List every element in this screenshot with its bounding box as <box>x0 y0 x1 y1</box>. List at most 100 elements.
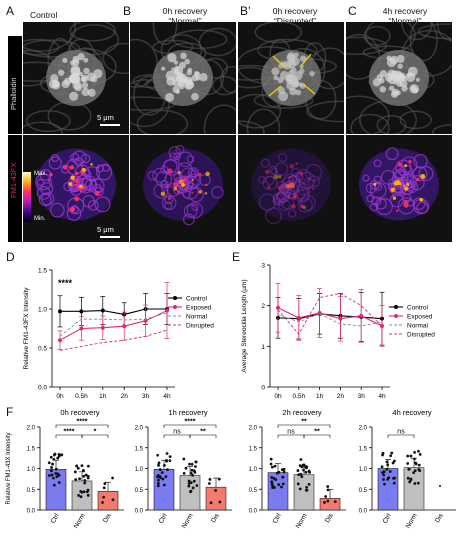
fm-puncta <box>75 196 79 200</box>
fm-puncta <box>76 185 80 189</box>
micrograph-fm-0 <box>23 135 129 242</box>
x-tick-label: 1h <box>99 393 107 400</box>
x-tick-label: Norm <box>295 513 309 530</box>
y-tick-label: 1.5 <box>359 446 368 452</box>
tissue-texture <box>432 124 452 134</box>
significance-bracket <box>189 434 217 438</box>
stereocilia <box>379 86 387 93</box>
significance-label: ** <box>314 429 320 436</box>
fm-puncta <box>289 164 295 169</box>
y-tick-label: 0.0 <box>135 509 144 515</box>
stereocilia <box>182 77 189 84</box>
cell-outline <box>188 187 204 203</box>
series-line-exposed <box>59 310 168 341</box>
micrograph-phal-1 <box>130 22 236 134</box>
significance-annotation: **** <box>58 278 73 288</box>
data-dot <box>57 481 61 484</box>
cell-outline <box>186 155 195 163</box>
fm-puncta <box>69 207 75 213</box>
row-label-phalloidin: Phalloidin <box>9 77 18 110</box>
x-tick-label: 1h <box>316 393 324 400</box>
fm-puncta <box>391 195 395 198</box>
data-dot <box>56 456 60 460</box>
fm-puncta <box>167 168 173 174</box>
x-tick-label: Ctrl <box>158 512 169 525</box>
panel-letter-bprime: B’ <box>240 4 251 18</box>
cell-outline <box>187 167 199 179</box>
fm-puncta <box>96 166 99 169</box>
y-tick-label: 0.0 <box>359 509 368 515</box>
cell-outline <box>287 209 297 218</box>
y-tick-label: 2 <box>261 303 265 310</box>
data-dot <box>412 471 416 475</box>
title-c-line1: 4h recovery <box>382 6 428 16</box>
fm-puncta <box>395 209 399 212</box>
cell-outline <box>277 153 288 163</box>
data-dot <box>296 469 300 472</box>
fm-puncta <box>287 183 293 189</box>
tissue-texture <box>25 110 71 133</box>
data-dot <box>271 484 275 488</box>
title-b-line2: “Normal” <box>168 16 202 26</box>
legend-label: Normal <box>407 323 429 330</box>
data-dot <box>162 483 166 487</box>
fm-puncta <box>176 190 180 193</box>
data-dot <box>52 483 56 487</box>
stereocilia <box>287 75 292 81</box>
data-dot <box>305 488 309 492</box>
stereocilia <box>51 81 61 90</box>
cell-outline <box>161 195 177 211</box>
stereocilia <box>173 60 178 65</box>
fm-puncta <box>191 178 194 181</box>
cell-outline <box>296 168 311 184</box>
micrograph-fm-3 <box>346 135 452 242</box>
data-dot <box>52 476 55 480</box>
cell-outline <box>283 173 298 188</box>
cell-outline <box>274 162 289 176</box>
fm-puncta <box>182 177 188 182</box>
cell-outline <box>297 183 310 196</box>
data-point-exposed <box>122 324 127 329</box>
stereocilia <box>401 85 408 92</box>
cell-outline <box>373 159 382 168</box>
fm-puncta <box>204 192 208 195</box>
y-axis-label: Average Stereocilia Length (µm) <box>241 279 248 372</box>
stereocilia <box>69 73 80 84</box>
stereocilia <box>191 92 199 101</box>
data-dot <box>280 468 284 472</box>
data-dot <box>385 467 389 471</box>
data-dot <box>83 481 87 485</box>
y-axis-label: Relative FM1-43X Intensity <box>6 432 12 504</box>
data-dot <box>158 468 162 471</box>
legend-marker <box>394 305 398 309</box>
fm-puncta <box>287 195 291 199</box>
cell-outline <box>95 164 104 173</box>
panel-letter-e: E <box>232 250 241 264</box>
x-tick-label: 2h <box>121 393 129 400</box>
tissue-texture <box>254 22 303 44</box>
row-label-bg-top <box>8 36 22 134</box>
title-control: Control <box>30 10 58 20</box>
y-tick-label: 1.5 <box>249 446 258 452</box>
cell-outline <box>164 171 181 188</box>
cell-outline <box>169 152 178 161</box>
stereocilia <box>299 64 304 69</box>
fm-puncta <box>191 191 194 194</box>
data-dot <box>298 487 302 491</box>
stereocilia <box>195 76 201 81</box>
significance-label: ns <box>287 429 295 436</box>
stereocilia <box>180 52 187 60</box>
tissue-texture <box>23 39 81 58</box>
data-dot <box>103 482 107 486</box>
tissue-texture <box>401 22 433 41</box>
fm-puncta <box>289 182 295 189</box>
y-tick-label: 1.5 <box>135 446 144 452</box>
data-dot <box>208 478 212 481</box>
data-point-exposed <box>359 313 364 318</box>
data-dot <box>168 459 172 463</box>
data-dot <box>164 475 168 479</box>
data-dot <box>282 470 286 474</box>
cell-outline <box>380 169 396 185</box>
data-dot <box>191 486 195 490</box>
data-dot <box>298 464 302 468</box>
